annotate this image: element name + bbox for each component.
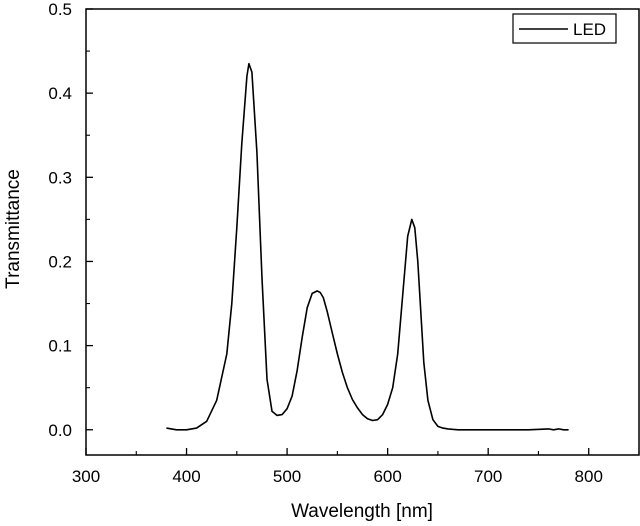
x-tick-label: 600 [373, 467, 401, 486]
x-tick-label: 500 [273, 467, 301, 486]
y-tick-label: 0.1 [48, 337, 72, 356]
ticks-layer: 300 400 500 600 700 800 0.0 0.1 0.2 0.3 0.4 0.5 [48, 0, 640, 486]
y-tick-label: 0.2 [48, 252, 72, 271]
x-tick-label: 700 [474, 467, 502, 486]
y-tick-label: 0.0 [48, 421, 72, 440]
y-axis-title: Transmittance [3, 169, 24, 289]
y-tick-label: 0.3 [48, 168, 72, 187]
y-tick-label: 0.4 [48, 84, 72, 103]
plot-frame [85, 8, 640, 456]
x-tick-label: 300 [72, 467, 100, 486]
x-tick-label: 800 [575, 467, 603, 486]
series-line-led [166, 62, 569, 431]
x-tick-label: 400 [172, 467, 200, 486]
x-axis-title: Wavelength [nm] [291, 501, 433, 522]
legend: LED [512, 13, 617, 44]
legend-label-led: LED [573, 20, 606, 39]
y-tick-label: 0.5 [48, 0, 72, 19]
